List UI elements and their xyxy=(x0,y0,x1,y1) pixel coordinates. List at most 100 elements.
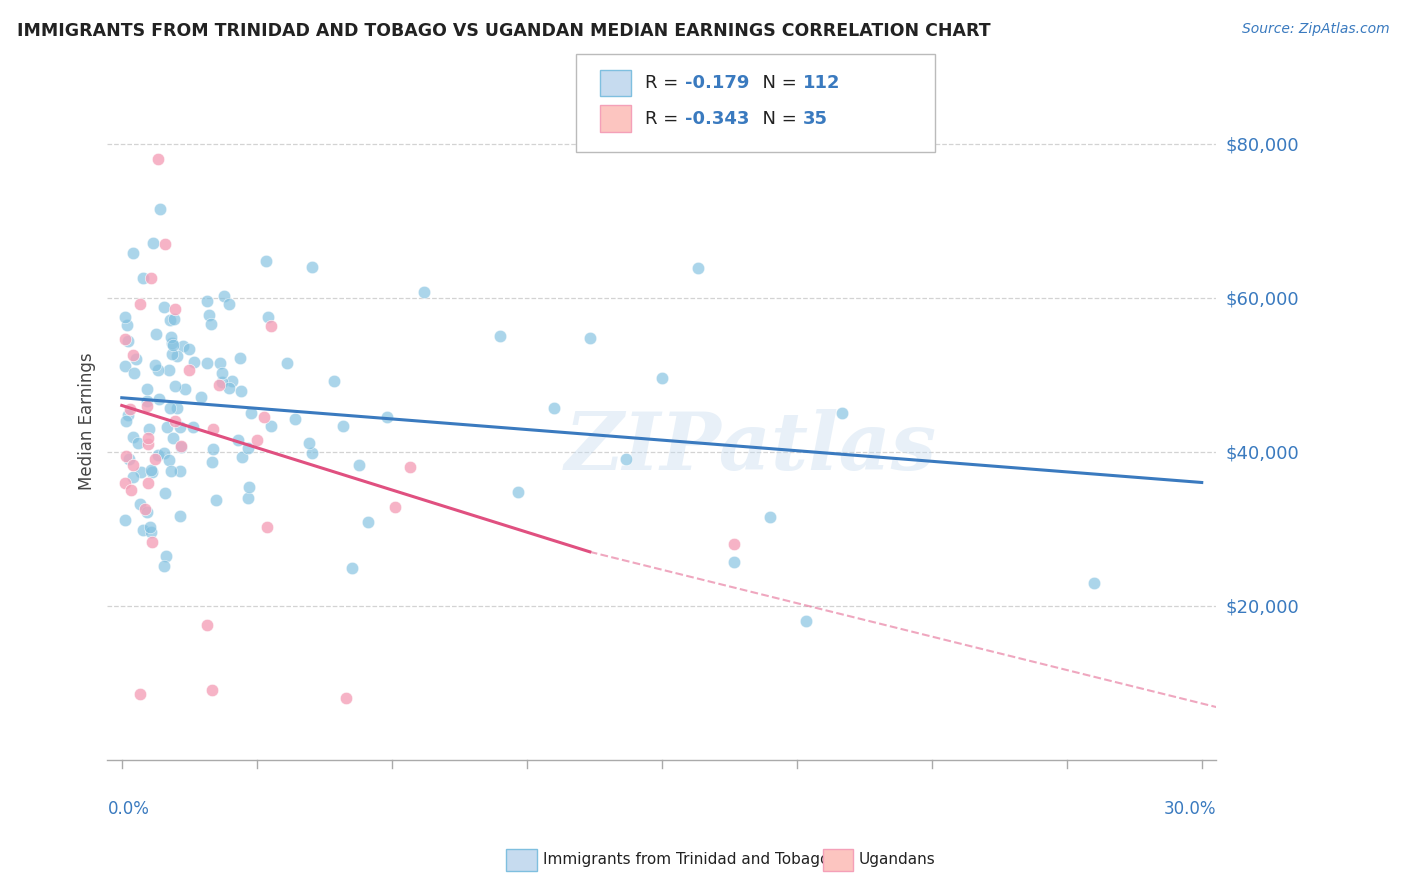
Point xyxy=(142,235,165,250)
Point xyxy=(114,310,136,324)
Point xyxy=(723,537,745,551)
Point xyxy=(148,363,170,377)
Point xyxy=(413,285,436,299)
Point xyxy=(117,334,139,348)
Point xyxy=(153,446,176,460)
Point xyxy=(165,379,187,393)
Point xyxy=(239,406,262,420)
Point xyxy=(136,400,159,414)
Point xyxy=(146,449,169,463)
Text: IMMIGRANTS FROM TRINIDAD AND TOBAGO VS UGANDAN MEDIAN EARNINGS CORRELATION CHART: IMMIGRANTS FROM TRINIDAD AND TOBAGO VS U… xyxy=(17,22,990,40)
Point xyxy=(127,436,149,450)
Point xyxy=(166,349,188,363)
Point xyxy=(260,318,283,333)
Point xyxy=(172,339,194,353)
Point xyxy=(165,414,187,428)
Point xyxy=(115,414,138,428)
Point xyxy=(138,422,160,436)
Point xyxy=(349,458,371,472)
Point xyxy=(238,480,260,494)
Point xyxy=(124,366,146,380)
Point xyxy=(169,441,191,455)
Point xyxy=(153,300,176,314)
Point xyxy=(301,260,323,274)
Point xyxy=(231,450,253,465)
Point xyxy=(122,458,145,472)
Point xyxy=(229,384,252,398)
Point xyxy=(114,332,136,346)
Point xyxy=(723,555,745,569)
Point xyxy=(200,317,222,331)
Point xyxy=(578,331,600,345)
Point xyxy=(177,363,200,377)
Point xyxy=(398,460,420,475)
Text: Immigrants from Trinidad and Tobago: Immigrants from Trinidad and Tobago xyxy=(543,853,830,867)
Point xyxy=(614,452,637,467)
Point xyxy=(114,475,136,490)
Point xyxy=(322,374,344,388)
Point xyxy=(145,327,167,342)
Point xyxy=(1083,575,1105,590)
Point xyxy=(118,451,141,466)
Point xyxy=(260,418,283,433)
Point xyxy=(146,152,169,166)
Text: 0.0%: 0.0% xyxy=(107,800,149,819)
Point xyxy=(136,431,159,445)
Point xyxy=(253,409,276,424)
Text: 112: 112 xyxy=(803,74,841,92)
Point xyxy=(118,401,141,416)
Point xyxy=(156,419,179,434)
Text: 30.0%: 30.0% xyxy=(1164,800,1216,819)
Point xyxy=(159,313,181,327)
Point xyxy=(301,445,323,459)
Point xyxy=(136,505,159,519)
Point xyxy=(139,270,162,285)
Point xyxy=(170,439,193,453)
Point xyxy=(201,442,224,456)
Point xyxy=(651,371,673,385)
Point xyxy=(375,410,398,425)
Point xyxy=(758,510,780,524)
Point xyxy=(125,351,148,366)
Point xyxy=(340,561,363,575)
Point xyxy=(159,464,181,478)
Text: ZIPatlas: ZIPatlas xyxy=(564,409,936,487)
Point xyxy=(256,310,278,324)
Point xyxy=(195,294,218,309)
Point xyxy=(221,374,243,388)
Point xyxy=(256,520,278,534)
Point xyxy=(141,465,163,479)
Point xyxy=(211,366,233,380)
Point xyxy=(181,420,204,434)
Point xyxy=(794,614,817,628)
Point xyxy=(298,436,321,450)
Point xyxy=(128,687,150,701)
Point xyxy=(145,451,167,466)
Text: 35: 35 xyxy=(803,110,828,128)
Text: -0.179: -0.179 xyxy=(685,74,749,92)
Point xyxy=(162,338,184,352)
Point xyxy=(157,453,180,467)
Text: -0.343: -0.343 xyxy=(685,110,749,128)
Point xyxy=(201,422,224,436)
Point xyxy=(114,513,136,527)
Point xyxy=(169,419,191,434)
Point xyxy=(201,683,224,698)
Point xyxy=(218,381,240,395)
Point xyxy=(120,483,142,497)
Point xyxy=(160,347,183,361)
Point xyxy=(122,470,145,484)
Point xyxy=(195,617,218,632)
Text: Ugandans: Ugandans xyxy=(859,853,936,867)
Point xyxy=(218,297,240,311)
Point xyxy=(543,401,565,416)
Point xyxy=(136,382,159,396)
Point xyxy=(163,311,186,326)
Point xyxy=(488,328,510,343)
Point xyxy=(129,297,152,311)
Point xyxy=(117,408,139,422)
Point xyxy=(139,524,162,539)
Text: Source: ZipAtlas.com: Source: ZipAtlas.com xyxy=(1241,22,1389,37)
Text: N =: N = xyxy=(751,74,803,92)
Point xyxy=(138,436,160,450)
